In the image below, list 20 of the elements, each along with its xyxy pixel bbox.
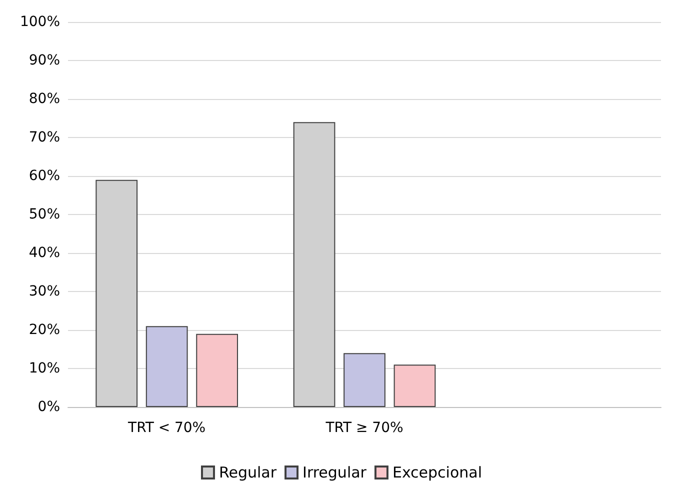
x-tick-label: TRT ≥ 70%: [324, 420, 404, 436]
bar: [146, 326, 188, 407]
legend-label: Regular: [218, 464, 278, 482]
legend-label: Excepcional: [392, 464, 482, 482]
y-tick-label: 30%: [28, 284, 60, 300]
y-tick-label: 10%: [28, 360, 60, 376]
bar: [196, 334, 238, 407]
y-tick-label: 100%: [20, 14, 60, 30]
bar: [344, 353, 386, 407]
x-tick-label: TRT < 70%: [127, 420, 206, 436]
legend-label: Irregular: [302, 464, 368, 482]
y-tick-label: 0%: [38, 399, 60, 415]
y-tick-label: 80%: [28, 91, 60, 107]
y-tick-label: 90%: [28, 52, 60, 68]
y-tick-label: 40%: [28, 245, 60, 261]
y-tick-label: 20%: [28, 322, 60, 338]
y-tick-label: 70%: [28, 130, 60, 146]
y-tick-label: 50%: [28, 206, 60, 222]
y-tick-label: 60%: [28, 168, 60, 184]
bar: [394, 364, 436, 407]
